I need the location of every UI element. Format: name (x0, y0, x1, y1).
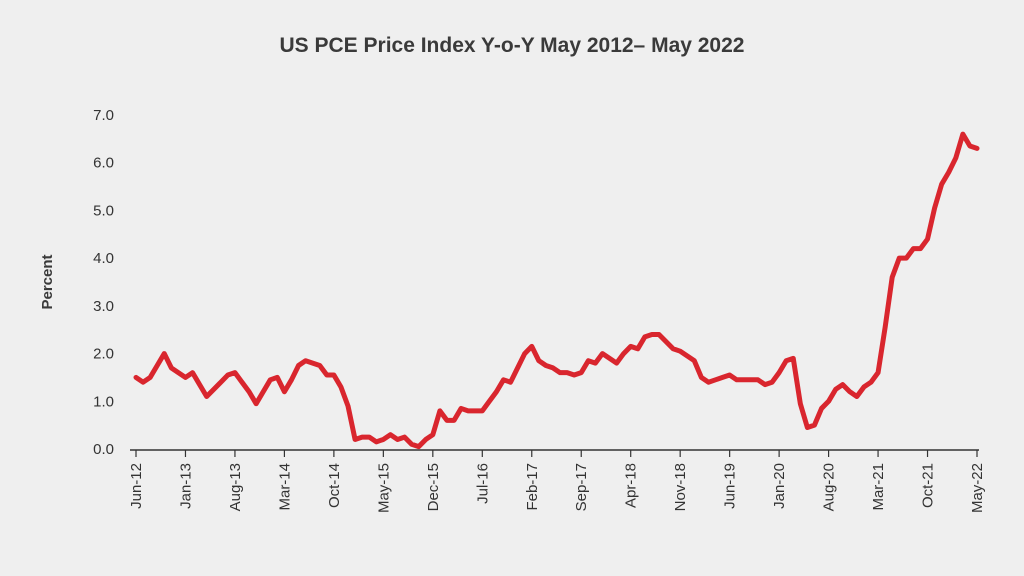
x-tick-label: Dec-15 (425, 463, 442, 511)
y-tick-label: 6.0 (93, 155, 114, 172)
x-tick-label: Oct-21 (920, 463, 937, 508)
x-tick-label: Aug-20 (821, 463, 838, 511)
y-tick-label: 7.0 (93, 107, 114, 124)
y-tick-label: 4.0 (93, 250, 114, 267)
x-tick-label: Jun-12 (128, 463, 145, 509)
x-tick-label: Jan-20 (771, 463, 788, 509)
x-tick-label: Mar-14 (276, 463, 293, 511)
x-tick-label: Jul-16 (474, 463, 491, 504)
y-tick-label: 5.0 (93, 202, 114, 219)
x-tick-label: Apr-18 (623, 463, 640, 508)
y-axis-label: Percent (39, 254, 56, 309)
x-tick-label: May-15 (375, 463, 392, 513)
x-tick-label: Sep-17 (573, 463, 590, 511)
x-tick-label: Aug-13 (227, 463, 244, 511)
x-tick-label: Jun-19 (722, 463, 739, 509)
x-tick-label: Feb-17 (524, 463, 541, 511)
x-tick-label: Nov-18 (672, 463, 689, 511)
x-tick-label: Oct-14 (326, 463, 343, 508)
y-tick-label: 0.0 (93, 441, 114, 458)
y-tick-label: 2.0 (93, 346, 114, 363)
x-tick-label: Mar-21 (870, 463, 887, 511)
chart-title: US PCE Price Index Y-o-Y May 2012– May 2… (280, 34, 745, 57)
data-line (133, 131, 980, 450)
x-tick-label: May-22 (969, 463, 986, 513)
y-tick-label: 1.0 (93, 393, 114, 410)
x-tick-label: Jan-13 (177, 463, 194, 509)
y-tick-label: 3.0 (93, 298, 114, 315)
